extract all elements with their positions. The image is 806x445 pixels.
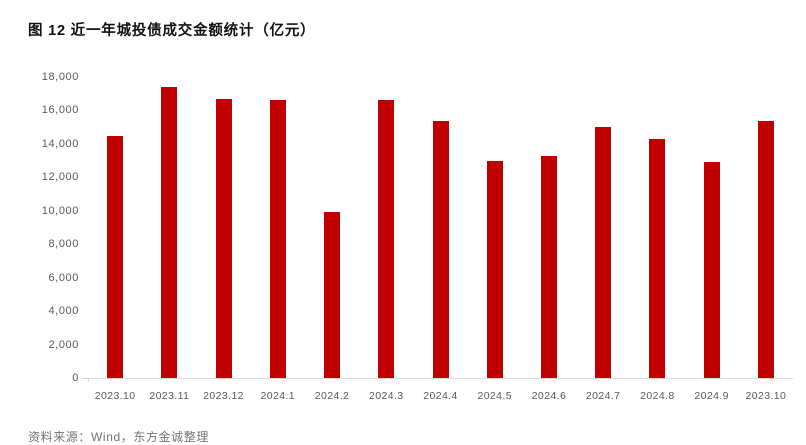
axis-origin-tick (82, 378, 88, 379)
x-tick-label: 2024.3 (368, 390, 404, 402)
y-tick-label: 2,000 (48, 338, 79, 351)
y-tick-label: 4,000 (48, 305, 79, 318)
x-tick-label: 2023.12 (203, 390, 244, 402)
x-tick-label: 2024.9 (694, 390, 729, 402)
x-tick-label: 2024.8 (640, 390, 675, 402)
y-tick-label: 10,000 (41, 204, 79, 217)
chart-title: 图 12 近一年城投债成交金额统计（亿元） (28, 23, 316, 39)
bar (757, 121, 774, 378)
x-tick-label: 2024.6 (531, 390, 567, 402)
y-tick-label: 18,000 (41, 71, 79, 83)
bar (486, 161, 503, 378)
bar (215, 98, 232, 378)
x-tick-label: 2024.5 (477, 390, 512, 402)
axis-origin-tick-vertical (88, 378, 89, 382)
y-tick-label: 14,000 (41, 137, 79, 150)
bar (540, 156, 557, 378)
x-tick-label: 2024.2 (314, 390, 350, 402)
x-tick-label: 2023.11 (149, 390, 190, 402)
y-tick-label: 16,000 (41, 104, 79, 117)
bar (269, 99, 286, 378)
bar (432, 121, 449, 378)
y-tick-label: 0 (72, 372, 79, 384)
x-tick-label: 2024.1 (260, 390, 296, 402)
x-tick-label: 2023.10 (94, 390, 136, 402)
bar (378, 99, 395, 378)
y-tick-label: 6,000 (48, 271, 79, 284)
source-note: 资料来源：Wind，东方金诚整理 (28, 430, 209, 444)
bar (324, 212, 341, 378)
y-tick-label: 8,000 (48, 238, 79, 251)
y-tick-label: 12,000 (41, 171, 79, 184)
x-axis-line (88, 378, 793, 379)
x-tick-label: 2024.4 (423, 390, 458, 402)
bar (595, 127, 612, 378)
bar (649, 138, 666, 378)
bar (107, 135, 124, 378)
x-tick-label: 2023.10 (745, 390, 787, 402)
bar (703, 162, 720, 378)
bar (161, 87, 178, 378)
x-tick-label: 2024.7 (585, 390, 621, 402)
